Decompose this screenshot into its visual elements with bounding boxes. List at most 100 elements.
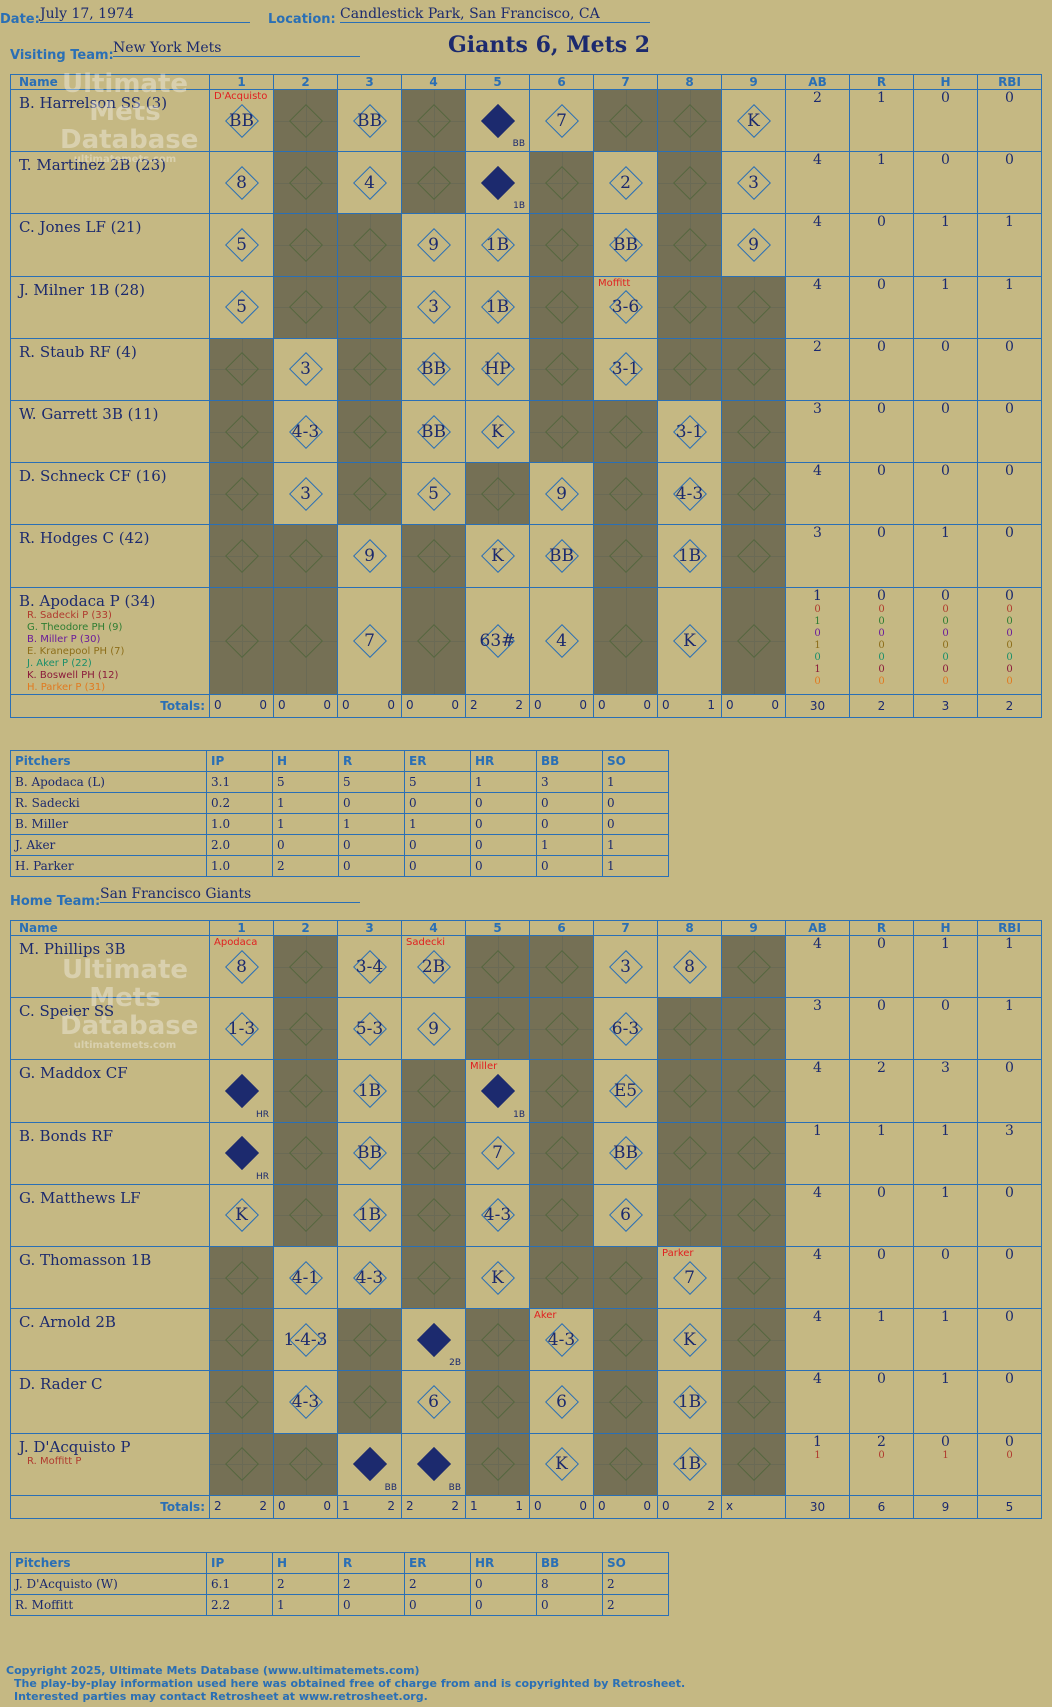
watermark-line3: Database xyxy=(60,1011,199,1041)
home-stat-ab: 4 xyxy=(785,1245,850,1310)
home-cell-line xyxy=(561,1060,563,1122)
visitors-inning-cell: 4-3 xyxy=(657,462,722,526)
home-inning-cell xyxy=(529,934,594,999)
visitors-pitchers-table: Pitchers IP H R ER HR BB SO B. Apodaca (L) 3.1 5 5 5… xyxy=(10,750,669,877)
visitors-base-diamond xyxy=(288,290,323,325)
home-cell-line xyxy=(305,936,307,998)
home-play-text: 8 xyxy=(236,956,247,977)
visitors-base-diamond xyxy=(736,414,771,449)
home-base-diamond xyxy=(288,1011,323,1046)
visitors-base-diamond xyxy=(288,538,323,573)
home-pitchers: Pitchers IP H R ER HR BB SO J. D'Acquisto (W) 6.1… xyxy=(10,1552,669,1616)
visitors-inning-cell: 4 xyxy=(337,151,402,215)
visitors-stat-value: 4 xyxy=(813,463,822,480)
home-play-tag: HR xyxy=(255,1171,269,1182)
home-stat-value: 0 xyxy=(1005,1060,1014,1077)
home-inning-cell: 4-3 xyxy=(273,1370,338,1434)
visitors-hits-total: 0 xyxy=(579,697,587,712)
visitors-cell-line xyxy=(305,525,307,587)
visitors-stat-r: 0 xyxy=(849,337,914,401)
visitors-stat-ab: 3 xyxy=(785,524,850,588)
visitors-inning-cell: 3 xyxy=(273,462,338,526)
home-play-text: 3-4 xyxy=(355,956,384,977)
visitors-inning-cell xyxy=(721,275,786,339)
home-inning-cell xyxy=(273,1121,338,1185)
home-base-diamond xyxy=(544,1260,579,1295)
home-pitcher-cell: 0 xyxy=(404,1594,471,1616)
visitors-play-text: 9 xyxy=(556,483,567,504)
visitors-cell-line xyxy=(753,587,755,694)
visitors-base-diamond xyxy=(288,103,323,138)
home-inning-header-3: 3 xyxy=(337,920,402,936)
home-sub-name: R. Moffitt P xyxy=(27,1455,82,1467)
visitors-batter-name: T. Martinez 2B (23) xyxy=(19,156,166,175)
home-pitcher-cell: 1 xyxy=(272,1594,339,1616)
home-stat-rbi: 0 xyxy=(977,1059,1042,1123)
visitors-sub-stat: 0 xyxy=(814,651,821,663)
watermark-logo: Ultimate Mets Database ultimatemets.com xyxy=(60,70,198,166)
visitors-pitchers-header: Pitchers IP H R ER HR BB SO xyxy=(10,750,669,772)
visitors-inning-cell: BB xyxy=(529,524,594,588)
home-stat-r: 1 xyxy=(849,1121,914,1185)
visitors-batter-cell: J. Milner 1B (28) xyxy=(10,275,210,339)
visitors-cell-line xyxy=(433,90,435,152)
visitors-sub-stat: 0 xyxy=(942,615,949,627)
visitors-name-header: Name xyxy=(10,74,210,90)
visitors-batter-row: B. Apodaca P (34) R. Sadecki P (33) G. The… xyxy=(10,586,1042,695)
visitors-pitching-change-label: Moffitt xyxy=(598,277,631,289)
visitors-inning-cell xyxy=(721,586,786,695)
home-cell-line xyxy=(305,1122,307,1184)
visitors-cell-line xyxy=(369,400,371,463)
home-stat-value: 1 xyxy=(941,1184,950,1201)
home-cell-line xyxy=(305,998,307,1060)
home-play-tag: 2B xyxy=(449,1358,461,1369)
visitors-play-text: 4-3 xyxy=(675,483,704,504)
visitors-pitcher-cell: 1 xyxy=(404,813,471,835)
home-play-text: 4-1 xyxy=(291,1267,320,1288)
home-inning-cell xyxy=(465,1370,530,1434)
visitors-stat-value: 0 xyxy=(1005,525,1014,542)
home-inning-cell xyxy=(401,1121,466,1185)
location-label: Location: xyxy=(268,12,336,27)
home-inning-cell: 6 xyxy=(529,1370,594,1434)
home-stat-ab: 1 xyxy=(785,1121,850,1185)
visitors-stat-h: 1 xyxy=(913,213,978,277)
visitors-stat-ab: 4 xyxy=(785,275,850,339)
home-cell-line xyxy=(689,1184,691,1246)
home-inning-cell: 1B xyxy=(657,1432,722,1496)
visitors-stat-value: 0 xyxy=(1005,463,1014,480)
visitors-inning-header-1: 1 xyxy=(209,74,274,90)
visitors-stat-h: 0 xyxy=(913,399,978,464)
visitors-stat-ab: 4 xyxy=(785,151,850,215)
home-base-diamond xyxy=(736,1136,771,1171)
home-batter-name: G. Thomasson 1B xyxy=(19,1250,152,1269)
home-batter-name: C. Arnold 2B xyxy=(19,1313,116,1332)
visitors-inning-cell xyxy=(401,524,466,588)
home-table: Name 1 2 3 4 5 6 7 8 9 AB R H RBI M. Phillips 3B 8 Apoda… xyxy=(10,920,1042,1519)
home-inning-cell: 1B xyxy=(337,1183,402,1247)
home-hits-total: 2 xyxy=(387,1498,395,1513)
visitors-cell-line xyxy=(241,463,243,525)
visitors-base-diamond xyxy=(352,227,387,262)
visitors-inning-cell: 3 xyxy=(273,337,338,401)
visitors-runs-total: 0 xyxy=(342,697,350,712)
home-cell-line xyxy=(497,936,499,998)
home-inning-cell: 1B Miller xyxy=(465,1059,530,1123)
home-inning-cell xyxy=(721,1245,786,1310)
visitors-batter-cell: B. Apodaca P (34) R. Sadecki P (33) G. The… xyxy=(10,586,210,695)
visiting-team-value: New York Mets xyxy=(113,40,360,57)
home-base-diamond xyxy=(608,1447,643,1482)
home-cell-line xyxy=(753,1060,755,1122)
home-cell-line xyxy=(561,1122,563,1184)
visitors-cell-line xyxy=(433,587,435,694)
visitors-sub-stat: 0 xyxy=(1006,615,1013,627)
home-total-ab: 30 xyxy=(785,1494,850,1519)
visitors-inning-cell xyxy=(593,462,658,526)
home-total-rbi: 5 xyxy=(977,1494,1042,1519)
home-pitcher-col-4: ER xyxy=(404,1552,471,1574)
visitors-cell-line xyxy=(241,525,243,587)
visitors-batter-row: J. Milner 1B (28) 5 3 1B 3-6 Moffitt 4 0 1 1 xyxy=(10,275,1042,339)
